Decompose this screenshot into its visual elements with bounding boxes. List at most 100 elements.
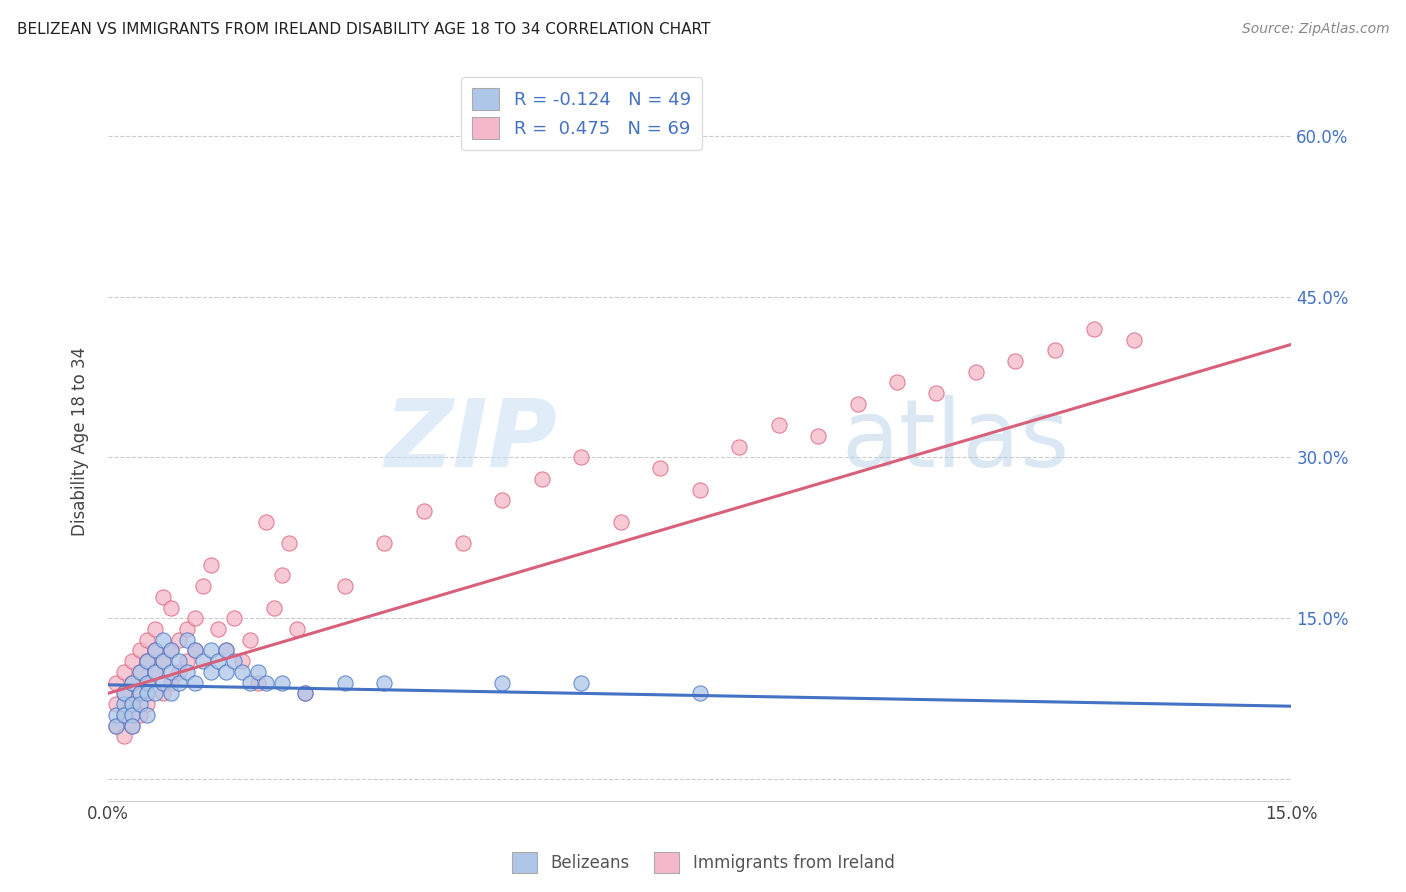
Point: [294, 686, 316, 700]
Point: [104, 707, 127, 722]
Text: BELIZEAN VS IMMIGRANTS FROM IRELAND DISABILITY AGE 18 TO 34 CORRELATION CHART: BELIZEAN VS IMMIGRANTS FROM IRELAND DISA…: [17, 22, 710, 37]
Point: [121, 697, 143, 711]
Point: [112, 686, 135, 700]
Point: [104, 697, 127, 711]
Legend: R = -0.124   N = 49, R =  0.475   N = 69: R = -0.124 N = 49, R = 0.475 N = 69: [461, 77, 702, 150]
Point: [128, 707, 150, 722]
Point: [143, 665, 166, 679]
Point: [152, 675, 174, 690]
Point: [112, 686, 135, 700]
Point: [263, 600, 285, 615]
Point: [152, 632, 174, 647]
Point: [160, 686, 183, 700]
Point: [167, 632, 190, 647]
Point: [191, 654, 214, 668]
Point: [136, 632, 159, 647]
Point: [136, 654, 159, 668]
Point: [224, 611, 246, 625]
Point: [1004, 354, 1026, 368]
Point: [768, 418, 790, 433]
Point: [650, 461, 672, 475]
Point: [152, 686, 174, 700]
Point: [128, 643, 150, 657]
Point: [412, 504, 434, 518]
Legend: Belizeans, Immigrants from Ireland: Belizeans, Immigrants from Ireland: [505, 846, 901, 880]
Point: [128, 686, 150, 700]
Point: [128, 686, 150, 700]
Point: [254, 515, 277, 529]
Text: atlas: atlas: [842, 395, 1070, 487]
Point: [224, 654, 246, 668]
Point: [176, 632, 198, 647]
Point: [167, 675, 190, 690]
Point: [207, 622, 229, 636]
Point: [128, 665, 150, 679]
Point: [1043, 343, 1066, 358]
Point: [246, 665, 269, 679]
Point: [104, 718, 127, 732]
Point: [270, 568, 292, 582]
Point: [112, 729, 135, 743]
Point: [184, 643, 207, 657]
Point: [451, 536, 474, 550]
Point: [128, 697, 150, 711]
Point: [278, 536, 301, 550]
Point: [121, 718, 143, 732]
Point: [160, 675, 183, 690]
Point: [143, 622, 166, 636]
Point: [569, 675, 592, 690]
Point: [104, 718, 127, 732]
Point: [112, 707, 135, 722]
Point: [112, 665, 135, 679]
Point: [121, 675, 143, 690]
Point: [807, 429, 830, 443]
Point: [231, 654, 253, 668]
Point: [270, 675, 292, 690]
Point: [136, 675, 159, 690]
Point: [136, 675, 159, 690]
Point: [239, 632, 262, 647]
Point: [112, 707, 135, 722]
Point: [231, 665, 253, 679]
Point: [491, 675, 513, 690]
Point: [152, 654, 174, 668]
Point: [184, 675, 207, 690]
Point: [373, 536, 395, 550]
Point: [333, 579, 356, 593]
Point: [1083, 322, 1105, 336]
Point: [846, 397, 869, 411]
Point: [246, 675, 269, 690]
Point: [167, 654, 190, 668]
Point: [167, 665, 190, 679]
Point: [121, 697, 143, 711]
Point: [610, 515, 633, 529]
Point: [136, 697, 159, 711]
Point: [143, 643, 166, 657]
Point: [215, 643, 238, 657]
Point: [294, 686, 316, 700]
Point: [104, 675, 127, 690]
Point: [689, 686, 711, 700]
Point: [886, 376, 908, 390]
Point: [143, 665, 166, 679]
Point: [143, 686, 166, 700]
Point: [530, 472, 553, 486]
Point: [184, 611, 207, 625]
Point: [121, 718, 143, 732]
Point: [128, 665, 150, 679]
Y-axis label: Disability Age 18 to 34: Disability Age 18 to 34: [72, 347, 89, 536]
Point: [136, 686, 159, 700]
Point: [143, 643, 166, 657]
Point: [160, 643, 183, 657]
Point: [689, 483, 711, 497]
Text: ZIP: ZIP: [385, 395, 558, 487]
Point: [207, 654, 229, 668]
Point: [728, 440, 751, 454]
Point: [136, 707, 159, 722]
Point: [239, 675, 262, 690]
Point: [200, 558, 222, 572]
Point: [152, 654, 174, 668]
Point: [121, 707, 143, 722]
Point: [160, 665, 183, 679]
Point: [1122, 333, 1144, 347]
